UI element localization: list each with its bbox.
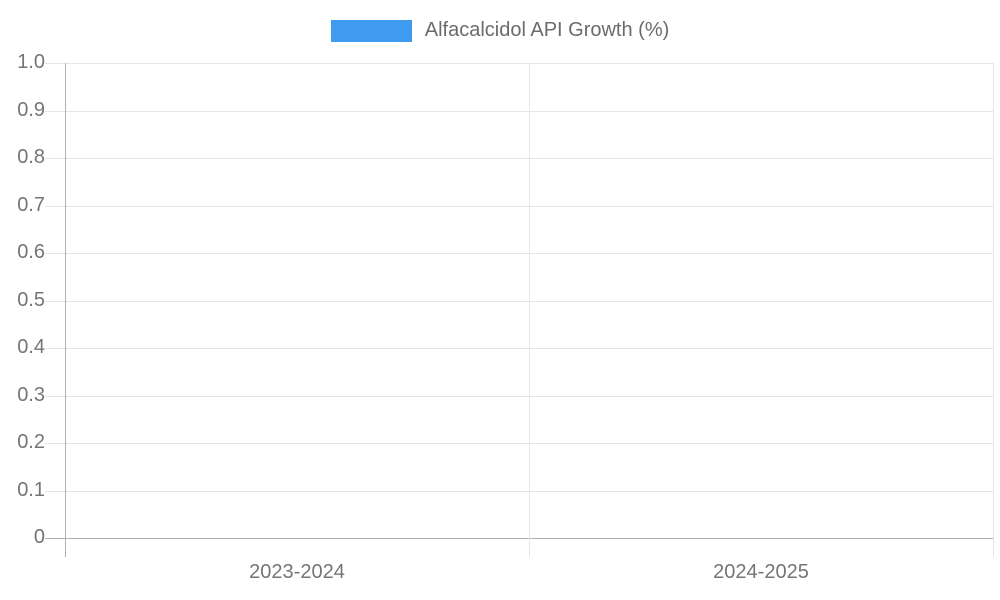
y-tick-label: 0.1 [17, 478, 45, 501]
y-gridline [45, 348, 993, 349]
y-tick-label: 0.3 [17, 383, 45, 406]
x-axis-baseline [45, 538, 993, 539]
x-tick-label: 2024-2025 [713, 561, 809, 583]
y-gridline [45, 395, 993, 397]
y-gridline [45, 63, 993, 64]
y-tick-label: 1.0 [17, 51, 45, 74]
category-separator [993, 63, 994, 557]
y-gridline [45, 300, 993, 302]
y-gridline [45, 253, 993, 254]
legend-label: Alfacalcidol API Growth (%) [424, 19, 670, 41]
y-axis-labels: 1.0 0.9 0.8 0.7 0.6 0.5 0.4 0.3 0.2 0.1 0 [0, 51, 45, 548]
y-tick-label: 0.8 [17, 146, 45, 169]
y-tick-label: 0.6 [17, 241, 45, 264]
y-tick-label: 0.2 [17, 431, 45, 454]
x-tick-label: 2023-2024 [249, 561, 345, 583]
y-gridline [45, 490, 993, 492]
y-gridline [45, 110, 993, 112]
y-tick-label: 0.7 [17, 193, 45, 216]
y-gridline [45, 443, 993, 444]
y-tick-label: 0.4 [17, 336, 45, 359]
y-gridline [45, 205, 993, 207]
y-tick-label: 0.9 [17, 98, 45, 121]
category-separator [529, 63, 530, 557]
legend: Alfacalcidol API Growth (%) [0, 19, 1000, 42]
x-axis-labels: 2023-2024 2024-2025 [65, 561, 993, 587]
y-axis-line [65, 63, 66, 557]
plot-area [45, 63, 994, 557]
legend-swatch [330, 19, 412, 42]
y-tick-label: 0.5 [17, 288, 45, 311]
y-tick-label: 0 [33, 526, 45, 549]
y-gridline [45, 158, 993, 159]
